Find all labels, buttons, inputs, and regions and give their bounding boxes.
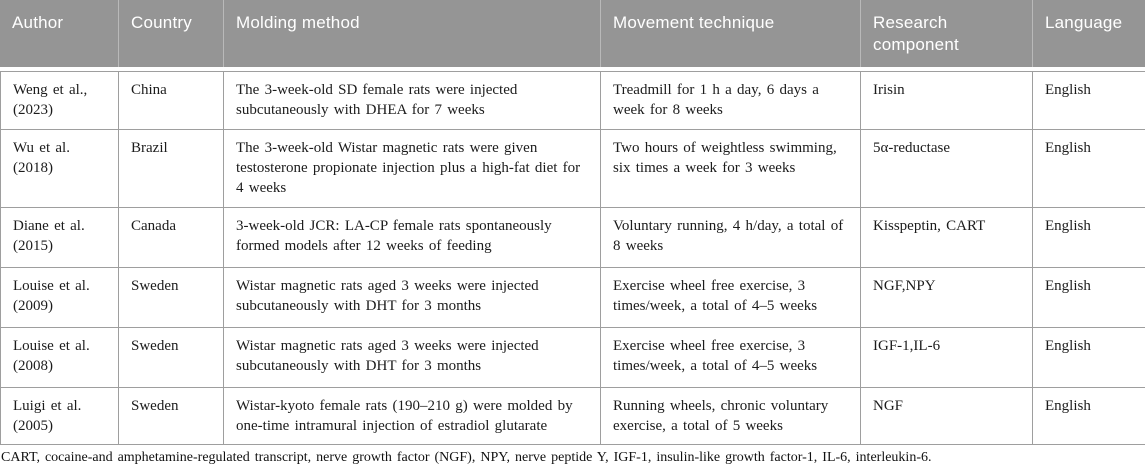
cell-molding: 3-week-old JCR: LA-CP female rats sponta… xyxy=(223,207,601,268)
cell-country: Brazil xyxy=(118,129,224,208)
cell-author: Louise et al. (2009) xyxy=(0,267,119,328)
cell-country: China xyxy=(118,71,224,130)
cell-country: Sweden xyxy=(118,267,224,328)
cell-language: English xyxy=(1032,267,1145,328)
header-cell-country: Country xyxy=(118,0,223,67)
cell-molding: Wistar magnetic rats aged 3 weeks were i… xyxy=(223,327,601,388)
cell-language: English xyxy=(1032,387,1145,445)
cell-component: Kisspeptin, CART xyxy=(860,207,1033,268)
cell-language: English xyxy=(1032,327,1145,388)
header-cell-research-component: Research component xyxy=(860,0,1032,67)
header-cell-author: Author xyxy=(12,13,64,32)
cell-component: 5α-reductase xyxy=(860,129,1033,208)
cell-author: Weng et al., (2023) xyxy=(0,71,119,130)
cell-author: Louise et al. (2008) xyxy=(0,327,119,388)
cell-language: English xyxy=(1032,71,1145,130)
table-row: Diane et al. (2015) Canada 3-week-old JC… xyxy=(0,207,1145,268)
table-header-row: Author Country Molding method Movement t… xyxy=(0,0,1145,67)
cell-molding: The 3-week-old Wistar magnetic rats were… xyxy=(223,129,601,208)
cell-country: Sweden xyxy=(118,327,224,388)
cell-molding: Wistar magnetic rats aged 3 weeks were i… xyxy=(223,267,601,328)
cell-country: Sweden xyxy=(118,387,224,445)
cell-molding: The 3-week-old SD female rats were injec… xyxy=(223,71,601,130)
cell-country: Canada xyxy=(118,207,224,268)
cell-movement: Exercise wheel free exercise, 3 times/we… xyxy=(600,267,861,328)
table-footnote: CART, cocaine-and amphetamine-regulated … xyxy=(1,450,932,465)
table-row: Luigi et al. (2005) Sweden Wistar-kyoto … xyxy=(0,387,1145,445)
cell-movement: Voluntary running, 4 h/day, a total of 8… xyxy=(600,207,861,268)
cell-author: Luigi et al. (2005) xyxy=(0,387,119,445)
cell-author: Diane et al. (2015) xyxy=(0,207,119,268)
cell-language: English xyxy=(1032,207,1145,268)
header-cell-movement-technique: Movement technique xyxy=(600,0,860,67)
cell-component: Irisin xyxy=(860,71,1033,130)
study-table: Weng et al., (2023) China The 3-week-old… xyxy=(0,71,1145,445)
cell-language: English xyxy=(1032,129,1145,208)
table-row: Louise et al. (2008) Sweden Wistar magne… xyxy=(0,327,1145,388)
header-cell-language: Language xyxy=(1032,0,1145,67)
table-row: Weng et al., (2023) China The 3-week-old… xyxy=(0,71,1145,130)
table-row: Wu et al. (2018) Brazil The 3-week-old W… xyxy=(0,129,1145,208)
header-cell-molding-method: Molding method xyxy=(223,0,600,67)
cell-movement: Treadmill for 1 h a day, 6 days a week f… xyxy=(600,71,861,130)
cell-movement: Two hours of weightless swimming, six ti… xyxy=(600,129,861,208)
cell-component: NGF,NPY xyxy=(860,267,1033,328)
cell-molding: Wistar-kyoto female rats (190–210 g) wer… xyxy=(223,387,601,445)
cell-movement: Running wheels, chronic voluntary exerci… xyxy=(600,387,861,445)
cell-author: Wu et al. (2018) xyxy=(0,129,119,208)
cell-movement: Exercise wheel free exercise, 3 times/we… xyxy=(600,327,861,388)
cell-component: NGF xyxy=(860,387,1033,445)
cell-component: IGF-1,IL-6 xyxy=(860,327,1033,388)
table-row: Louise et al. (2009) Sweden Wistar magne… xyxy=(0,267,1145,328)
